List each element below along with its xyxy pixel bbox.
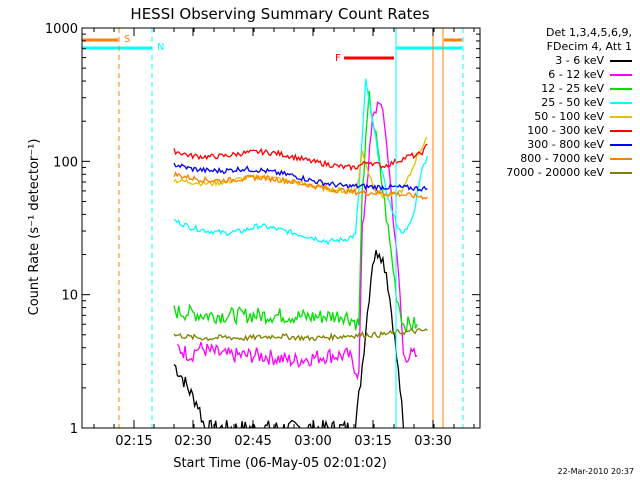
series-line: [173, 78, 429, 246]
legend-label: 100 - 300 keV: [527, 124, 604, 137]
legend-entry: 100 - 300 keV: [482, 124, 632, 138]
legend-label: 3 - 6 keV: [555, 54, 604, 67]
legend-label: 300 - 800 keV: [527, 138, 604, 151]
legend-entry: 50 - 100 keV: [482, 110, 632, 124]
event-marker-label: S: [124, 34, 130, 45]
legend-entry: 7000 - 20000 keV: [482, 166, 632, 180]
series-line: [173, 328, 428, 342]
legend-header-line-1: Det 1,3,4,5,6,9,: [545, 26, 632, 39]
series-line: [173, 143, 428, 172]
legend-entry: 6 - 12 keV: [482, 68, 632, 82]
series-line: [173, 162, 428, 192]
legend-entry: 25 - 50 keV: [482, 96, 632, 110]
y-tick-label: 1000: [45, 22, 78, 37]
legend-entry: 12 - 25 keV: [482, 82, 632, 96]
legend: Det 1,3,4,5,6,9, FDecim 4, Att 1 3 - 6 k…: [482, 26, 632, 180]
series-line: [173, 90, 418, 333]
legend-swatch: [610, 172, 632, 174]
legend-label: 12 - 25 keV: [541, 82, 604, 95]
legend-header-line-2: FDecim 4, Att 1: [546, 40, 632, 53]
x-tick-label: 03:30: [414, 434, 451, 449]
x-axis-label: Start Time (06-May-05 02:01:02): [173, 456, 387, 471]
x-tick-label: 02:30: [174, 434, 211, 449]
legend-label: 50 - 100 keV: [534, 110, 604, 123]
plot-frame: [81, 27, 481, 429]
legend-swatch: [610, 144, 632, 146]
legend-entry: 300 - 800 keV: [482, 138, 632, 152]
y-tick-label: 100: [53, 155, 78, 170]
series-line: [173, 250, 405, 428]
legend-swatch: [610, 116, 632, 118]
legend-swatch: [610, 74, 632, 76]
event-marker-label: F: [335, 53, 341, 64]
x-tick-label: 03:00: [294, 434, 331, 449]
legend-label: 25 - 50 keV: [541, 96, 604, 109]
generation-timestamp: 22-Mar-2010 20:37: [557, 467, 635, 476]
chart-title: HESSI Observing Summary Count Rates: [130, 5, 429, 23]
series-line: [173, 137, 428, 199]
series-line: [173, 171, 428, 200]
legend-label: 7000 - 20000 keV: [506, 166, 604, 179]
x-tick-label: 02:15: [115, 434, 152, 449]
legend-swatch: [610, 130, 632, 132]
legend-label: 800 - 7000 keV: [520, 152, 604, 165]
legend-label: 6 - 12 keV: [548, 68, 604, 81]
y-tick-label: 10: [61, 289, 78, 304]
y-tick-label: 1: [70, 422, 78, 437]
legend-swatch: [610, 102, 632, 104]
legend-swatch: [610, 60, 632, 62]
legend-entry: 800 - 7000 keV: [482, 152, 632, 166]
x-tick-label: 02:45: [234, 434, 271, 449]
legend-entry: 3 - 6 keV: [482, 54, 632, 68]
legend-swatch: [610, 88, 632, 90]
series-line: [176, 100, 418, 381]
event-marker-label: N: [157, 42, 164, 53]
y-axis-label: Count Rate (s⁻¹ detector⁻¹): [27, 139, 42, 316]
x-tick-label: 03:15: [354, 434, 391, 449]
legend-swatch: [610, 158, 632, 160]
